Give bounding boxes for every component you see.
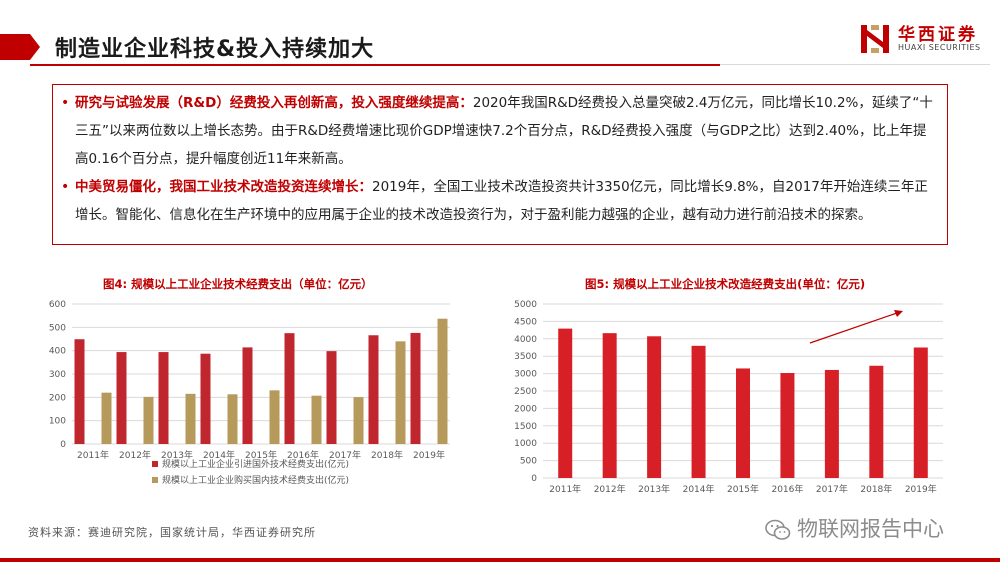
title-divider-light (720, 64, 990, 65)
huaxi-logo-icon (861, 25, 889, 53)
bullet-text: 2020年我国R&D经费投入总量突破2.4万亿元，同比增长10.2%，延续了“十… (75, 95, 933, 167)
bar (311, 395, 322, 444)
chart4-tech-spending: 0 100 200 300 400 500 600 2011年 2012年 2013年 2014年 2… (49, 300, 450, 486)
y-tick-label: 0 (531, 474, 537, 484)
y-tick-label: 400 (49, 347, 66, 357)
x-tick-label: 2018年 (860, 483, 892, 495)
bullet-tech-transformation: • 中美贸易僵化，我国工业技术改造投资连续增长：2019年，全国工业技术改造投资… (61, 173, 933, 229)
x-tick-label: 2011年 (77, 449, 109, 461)
bar (74, 339, 85, 444)
y-tick-label: 2000 (514, 404, 537, 414)
watermark-text: 物联网报告中心 (797, 517, 944, 541)
bar (326, 351, 337, 444)
bar (824, 369, 839, 478)
x-tick-label: 2019年 (905, 483, 937, 495)
bar (913, 347, 928, 478)
x-tick-label: 2014年 (203, 449, 235, 461)
title-accent-bar (0, 34, 40, 60)
y-tick-label: 1500 (514, 422, 537, 432)
bullet-highlight: 研究与试验发展（R&D）经费投入再创新高，投入强度继续提高： (75, 95, 473, 111)
y-tick-label: 600 (49, 300, 66, 310)
trend-arrow-line (809, 312, 898, 344)
y-tick-label: 2500 (514, 387, 537, 397)
bar (158, 352, 169, 444)
y-tick-label: 4000 (514, 335, 537, 345)
x-tick-label: 2013年 (161, 449, 193, 461)
watermark: 物联网报告中心 (765, 513, 944, 543)
x-tick-label: 2012年 (594, 483, 626, 495)
bar (143, 396, 154, 444)
wechat-icon (765, 519, 791, 540)
trend-arrow-head (894, 310, 903, 317)
bar (116, 352, 127, 444)
x-tick-label: 2013年 (638, 483, 670, 495)
bar (780, 373, 795, 478)
bar (185, 393, 196, 444)
y-tick-label: 5000 (514, 300, 537, 310)
chart4-title: 图4: 规模以上工业企业技术经费支出（单位：亿元） (103, 277, 373, 291)
y-tick-label: 4500 (514, 317, 537, 327)
legend-label: 规模以上工业企业购买国内技术经费支出(亿元) (162, 474, 349, 486)
bar (647, 336, 662, 478)
y-tick-label: 300 (49, 370, 66, 380)
summary-box: • 研究与试验发展（R&D）经费投入再创新高，投入强度继续提高：2020年我国R… (52, 84, 948, 245)
logo-text-cn: 华西证券 (898, 25, 978, 45)
y-tick-label: 3000 (514, 370, 537, 380)
bar (353, 397, 364, 444)
x-tick-label: 2016年 (287, 449, 319, 461)
y-tick-label: 500 (520, 457, 537, 467)
x-tick-label: 2018年 (371, 449, 403, 461)
chart5-title: 图5: 规模以上工业企业技术改造经费支出(单位：亿元) (585, 277, 866, 291)
x-tick-label: 2015年 (245, 449, 277, 461)
x-tick-label: 2017年 (816, 483, 848, 495)
x-tick-label: 2016年 (771, 483, 803, 495)
x-tick-label: 2011年 (549, 483, 581, 495)
title-divider (30, 64, 720, 66)
x-tick-label: 2019年 (413, 449, 445, 461)
bar (284, 333, 295, 444)
bullet-rd-spending: • 研究与试验发展（R&D）经费投入再创新高，投入强度继续提高：2020年我国R… (61, 89, 933, 173)
page-title: 制造业企业科技&投入持续加大 (55, 37, 375, 62)
bar (869, 365, 884, 478)
y-tick-label: 200 (49, 393, 66, 403)
bullet-highlight: 中美贸易僵化，我国工业技术改造投资连续增长： (75, 179, 372, 195)
bar (227, 394, 238, 444)
bar (242, 347, 253, 444)
legend-label: 规模以上工业企业引进国外技术经费支出(亿元) (162, 458, 349, 470)
huaxi-logo: 华西证券 HUAXI SECURITIES (858, 18, 998, 58)
x-tick-label: 2012年 (119, 449, 151, 461)
x-tick-label: 2017年 (329, 449, 361, 461)
x-tick-label: 2014年 (683, 483, 715, 495)
y-tick-label: 0 (60, 440, 66, 450)
y-tick-label: 100 (49, 417, 66, 427)
bar (410, 332, 421, 444)
bar (200, 353, 211, 444)
bar (101, 392, 112, 444)
bottom-rule (0, 558, 1000, 562)
chart5-tech-transformation: 0 500 1000 1500 2000 2500 3000 3500 4000 4500 5000… (514, 300, 943, 495)
bar (269, 390, 280, 444)
bullet-dot: • (61, 95, 70, 111)
x-tick-label: 2015年 (727, 483, 759, 495)
y-tick-label: 3500 (514, 352, 537, 362)
bar (437, 318, 448, 444)
y-tick-label: 1000 (514, 439, 537, 449)
bar (395, 341, 406, 444)
bar (736, 368, 750, 478)
bar (691, 345, 706, 478)
source-note: 资料来源：赛迪研究院，国家统计局，华西证券研究所 (28, 526, 316, 539)
bar (558, 328, 573, 478)
bullet-text: 2019年，全国工业技术改造投资共计3350亿元，同比增长9.8%，自2017年… (75, 179, 928, 223)
legend-swatch (152, 477, 158, 483)
logo-text-en: HUAXI SECURITIES (898, 43, 981, 52)
y-tick-label: 500 (49, 323, 66, 333)
bar (368, 335, 379, 444)
legend-swatch (152, 461, 158, 467)
bullet-dot: • (61, 179, 70, 195)
bar (602, 333, 617, 478)
